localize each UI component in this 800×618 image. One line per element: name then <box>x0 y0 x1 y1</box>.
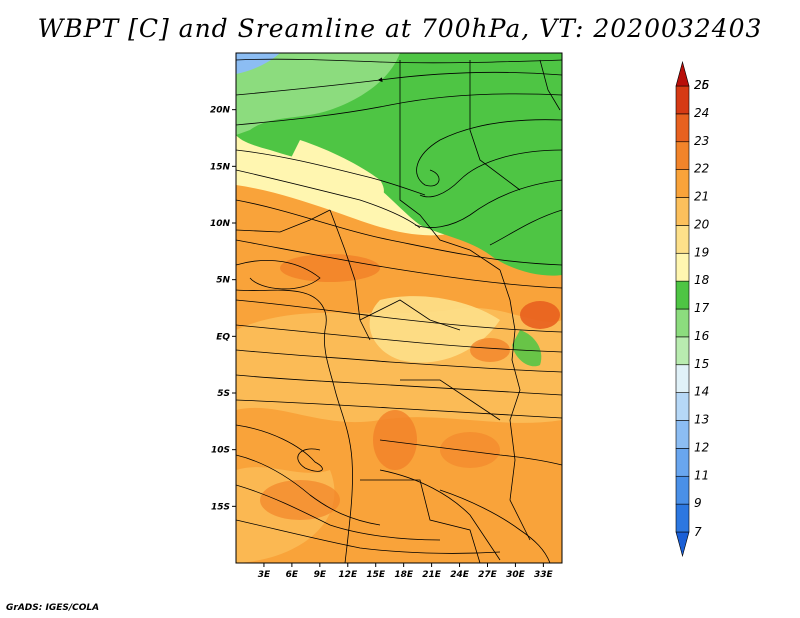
lon-tick-label: 18E <box>394 570 414 580</box>
colorbar-label: 16 <box>694 329 710 343</box>
lat-tick-label: 15N <box>210 162 231 172</box>
wbpt-zone-24 <box>520 301 560 329</box>
lat-tick-label: 5N <box>216 276 230 286</box>
colorbar-max-triangle <box>675 60 690 87</box>
footer-credit: GrADS: IGES/COLA <box>6 603 100 613</box>
colorbar-swatch <box>675 392 690 421</box>
colorbar-label: 23 <box>694 134 709 148</box>
lon-tick-label: 27E <box>478 570 498 580</box>
colorbar-swatch <box>675 336 690 366</box>
wbpt-zone-23-c <box>470 338 510 362</box>
lon-tick-label: 9E <box>314 570 327 580</box>
chart-title: WBPT [C] and Sreamline at 700hPa, VT: 20… <box>37 14 763 43</box>
colorbar-label: 24 <box>694 106 709 120</box>
lon-tick-label: 24E <box>450 570 470 580</box>
map-panel <box>236 53 562 563</box>
colorbar-swatch <box>675 420 690 449</box>
colorbar-label: 19 <box>694 245 709 259</box>
lon-tick-label: 15E <box>366 570 386 580</box>
lat-tick-label: 10N <box>210 219 231 229</box>
lat-tick-label: 5S <box>217 389 230 399</box>
colorbar-swatch <box>675 448 690 477</box>
wbpt-zone-23-b <box>373 410 417 470</box>
colorbar-label: 22 <box>694 162 709 176</box>
map-frame <box>235 52 563 564</box>
lat-tick-label: 15S <box>211 502 230 512</box>
colorbar-label: 13 <box>694 413 709 427</box>
latitude-axis: 20N 15N 10N 5N EQ 5S 10S 15S <box>210 106 236 512</box>
colorbar-swatch <box>675 280 690 310</box>
colorbar-label: 12 <box>694 440 709 454</box>
colorbar-swatch <box>675 364 690 393</box>
colorbar-label: 26 <box>694 78 710 92</box>
lat-tick-label: 10S <box>211 446 230 456</box>
lon-tick-label: 30E <box>506 570 526 580</box>
wbpt-zone-20 <box>369 296 500 363</box>
colorbar-swatch <box>675 85 690 115</box>
colorbar-label: 18 <box>694 273 710 287</box>
colorbar-label: 21 <box>694 190 709 204</box>
lon-tick-label: 33E <box>534 570 554 580</box>
colorbar-swatch <box>675 475 690 505</box>
lon-tick-label: 6E <box>286 570 299 580</box>
wbpt-zone-23-a <box>280 254 380 282</box>
colorbar-swatch <box>675 252 690 282</box>
colorbar-swatch <box>675 503 690 533</box>
lon-tick-label: 21E <box>422 570 442 580</box>
lat-tick-label: 20N <box>210 106 231 116</box>
colorbar-swatch <box>675 169 690 198</box>
colorbar-label: 20 <box>694 217 710 231</box>
wbpt-zone-23-e <box>440 432 500 468</box>
colorbar-swatch <box>675 141 690 170</box>
colorbar-min-triangle <box>675 531 690 558</box>
colorbar-label: 25 <box>694 78 709 92</box>
wbpt-zone-16 <box>236 53 400 135</box>
colorbar-label: 14 <box>694 385 709 399</box>
colorbar-swatch <box>675 225 690 254</box>
colorbar-swatch <box>675 197 690 226</box>
wbpt-zone-23-d <box>260 480 340 520</box>
colorbar-label: 11 <box>694 468 709 482</box>
colorbar-label: 15 <box>694 357 709 371</box>
colorbar-label: 17 <box>694 301 710 315</box>
streamlines <box>236 58 562 563</box>
lon-tick-label: 3E <box>258 570 271 580</box>
colorbar-label: 7 <box>694 525 702 539</box>
colorbar-label: 9 <box>694 496 702 510</box>
colorbar-swatch <box>675 113 690 143</box>
lon-tick-label: 12E <box>338 570 358 580</box>
wbpt-zone-17-east <box>512 330 542 367</box>
longitude-axis: 3E 6E 9E 12E 15E 18E 21E 24E 27E 30E 33E <box>258 563 554 580</box>
lat-tick-label: EQ <box>216 332 230 342</box>
wbpt-zone-13 <box>236 53 280 74</box>
wbpt-zone-19-patch <box>290 140 384 202</box>
colorbar-swatch <box>675 308 690 338</box>
